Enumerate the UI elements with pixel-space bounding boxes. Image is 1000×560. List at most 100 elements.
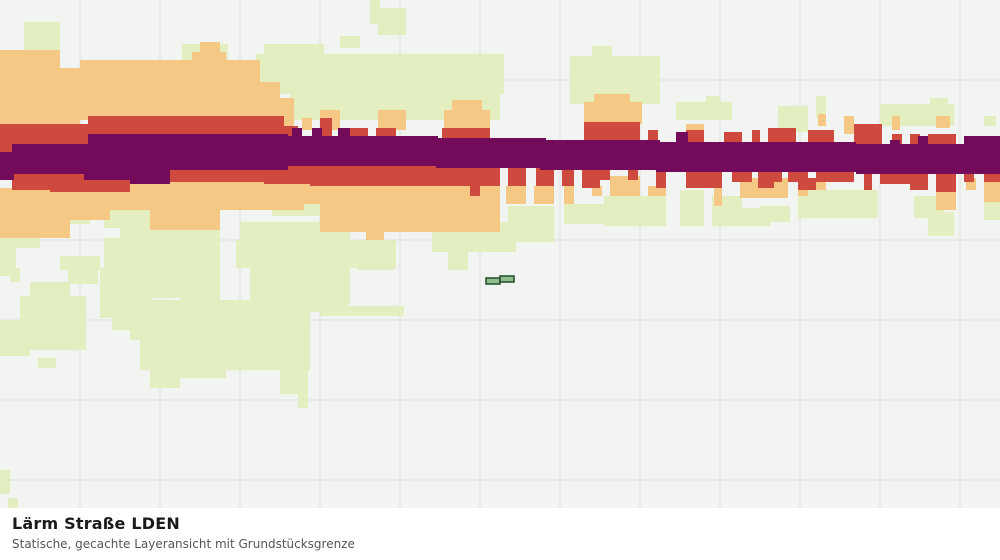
noise-patch-low xyxy=(984,116,996,126)
noise-patch-medium xyxy=(594,94,630,104)
noise-patch-low xyxy=(150,368,180,388)
noise-patch-high xyxy=(798,178,816,190)
noise-patch-high xyxy=(508,168,526,186)
noise-patch-medium xyxy=(444,110,490,130)
noise-patch-low xyxy=(280,366,308,394)
parcel-boundary[interactable] xyxy=(485,275,515,285)
noise-patch-high xyxy=(816,172,854,182)
noise-patch-low xyxy=(38,358,56,368)
noise-patch-very-high xyxy=(292,128,302,138)
noise-patch-low xyxy=(180,368,226,378)
noise-zone-medium xyxy=(0,42,1000,240)
noise-patch-very-high xyxy=(856,144,1000,174)
noise-patch-medium xyxy=(366,228,384,240)
noise-patch-low xyxy=(930,98,948,108)
noise-patch-high xyxy=(936,172,956,192)
noise-patch-very-high xyxy=(12,144,92,174)
noise-patch-high xyxy=(984,172,1000,182)
noise-patch-high xyxy=(600,168,610,180)
noise-patch-low xyxy=(0,320,30,356)
noise-patch-very-high xyxy=(130,164,170,184)
noise-patch-low xyxy=(592,46,612,60)
noise-patch-very-high xyxy=(918,136,928,146)
noise-patch-high xyxy=(562,168,574,186)
map-subtitle: Statische, gecachte Layeransicht mit Gru… xyxy=(12,537,355,551)
noise-map[interactable] xyxy=(0,0,1000,508)
noise-patch-very-high xyxy=(964,136,1000,146)
noise-patch-high xyxy=(648,130,658,142)
noise-patch-low xyxy=(264,44,324,54)
noise-patch-low xyxy=(68,270,98,284)
noise-patch-high xyxy=(656,170,666,188)
noise-patch-high xyxy=(584,122,640,144)
noise-patch-low xyxy=(140,330,310,370)
noise-patch-low xyxy=(706,96,720,106)
noise-patch-low xyxy=(928,212,954,236)
noise-patch-low xyxy=(680,190,704,226)
noise-patch-low xyxy=(834,206,854,216)
noise-patch-high xyxy=(808,130,834,144)
noise-patch-very-high xyxy=(0,152,14,176)
noise-patch-high xyxy=(704,178,722,188)
noise-patch-low xyxy=(24,22,60,52)
noise-patch-very-high xyxy=(312,128,322,140)
noise-patch-very-high xyxy=(288,136,438,166)
noise-patch-low xyxy=(378,8,406,35)
map-title: Lärm Straße LDEN xyxy=(12,514,180,533)
noise-patch-medium xyxy=(302,118,312,130)
noise-patch-medium xyxy=(686,124,704,134)
noise-patch-high xyxy=(732,170,752,182)
noise-patch-low xyxy=(508,206,554,242)
noise-patch-medium xyxy=(506,186,526,204)
noise-patch-low xyxy=(20,296,86,350)
noise-patch-very-high xyxy=(676,132,688,146)
noise-patch-medium xyxy=(270,184,500,204)
noise-patch-medium xyxy=(0,50,60,126)
noise-patch-very-high xyxy=(656,142,856,172)
noise-patch-low xyxy=(298,392,308,408)
noise-patch-high xyxy=(910,134,920,146)
noise-patch-low xyxy=(358,268,394,270)
noise-patch-very-high xyxy=(84,164,132,180)
noise-patch-medium xyxy=(150,192,220,230)
noise-patch-high xyxy=(470,184,480,196)
noise-patch-low xyxy=(320,306,404,316)
noise-patch-low xyxy=(8,498,18,508)
noise-patch-medium xyxy=(936,188,956,210)
noise-patch-low xyxy=(370,0,380,24)
noise-patch-high xyxy=(768,128,796,142)
noise-patch-medium xyxy=(648,186,666,196)
noise-patch-low xyxy=(180,232,220,312)
noise-patch-medium xyxy=(818,114,826,126)
noise-patch-low xyxy=(448,250,468,270)
noise-patch-very-high xyxy=(338,128,350,140)
noise-patch-medium xyxy=(592,186,602,196)
noise-patch-high xyxy=(964,172,974,182)
noise-patch-high xyxy=(774,172,782,182)
noise-patch-low xyxy=(0,470,10,494)
noise-patch-low xyxy=(816,96,826,118)
parcel-shape[interactable] xyxy=(499,275,515,283)
noise-patch-low xyxy=(30,282,70,298)
parcel-shape[interactable] xyxy=(485,277,501,285)
noise-patch-low xyxy=(722,208,770,226)
noise-patch-low xyxy=(604,196,666,226)
noise-patch-high xyxy=(724,132,742,144)
noise-patch-low xyxy=(10,268,20,282)
noise-patch-medium xyxy=(534,186,554,204)
noise-patch-medium xyxy=(816,178,826,190)
noise-patch-high xyxy=(320,118,332,140)
noise-patch-high xyxy=(686,130,704,142)
noise-patch-low xyxy=(496,238,516,248)
noise-patch-low xyxy=(564,204,604,224)
noise-patch-medium xyxy=(60,68,80,126)
noise-patch-medium xyxy=(378,110,406,130)
noise-patch-high xyxy=(864,170,872,190)
noise-zone-very-high xyxy=(0,128,1000,184)
noise-patch-high xyxy=(628,170,638,180)
noise-patch-medium xyxy=(714,186,722,206)
noise-patch-medium xyxy=(584,102,642,124)
noise-zone-high xyxy=(0,116,1000,196)
noise-patch-medium xyxy=(80,60,260,120)
noise-patch-low xyxy=(676,102,732,120)
